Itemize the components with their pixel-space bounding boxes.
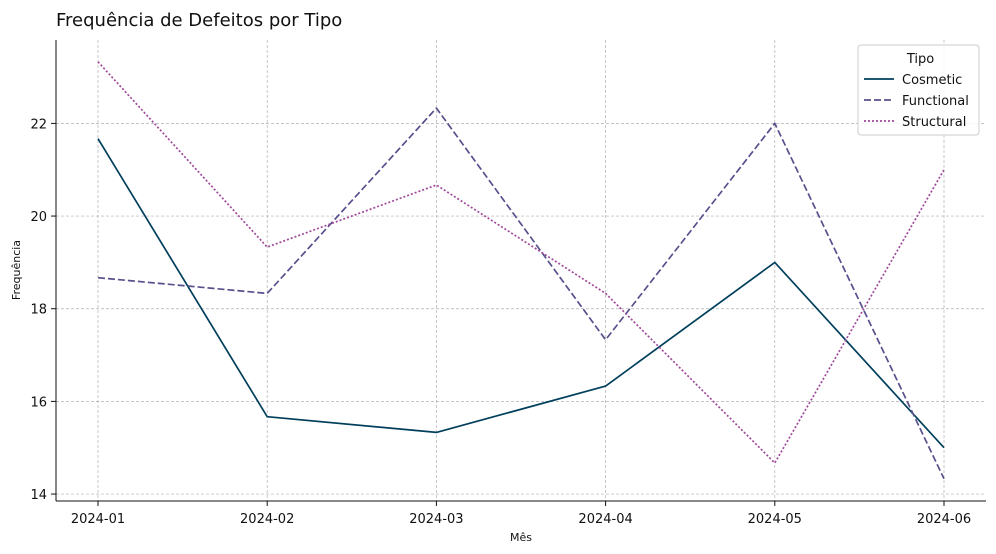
series-line-structural: [97, 61, 945, 464]
legend-label-cosmetic: Cosmetic: [902, 73, 962, 88]
y-tick-label: 16: [30, 395, 47, 410]
x-tick-label: 2024-05: [748, 512, 802, 527]
legend-title: Tipo: [906, 52, 934, 67]
chart-title: Frequência de Defeitos por Tipo: [56, 10, 342, 31]
x-tick-label: 2024-01: [71, 512, 125, 527]
y-tick-label: 18: [30, 303, 47, 318]
axes: 2024-01 2024-02 2024-03 2024-04 2024-05 2024-…: [30, 40, 986, 527]
y-tick-label: 20: [30, 210, 47, 225]
x-tick-label: 2024-03: [409, 512, 463, 527]
legend: Tipo Cosmetic Functional Structural: [857, 44, 980, 136]
series-line-cosmetic: [97, 138, 945, 449]
series-lines: [97, 61, 945, 480]
series-line-functional: [97, 107, 945, 480]
x-tick-label: 2024-04: [578, 512, 632, 527]
y-axis-label: Frequência: [10, 240, 23, 300]
y-tick-label: 14: [30, 488, 47, 503]
legend-label-structural: Structural: [902, 115, 966, 130]
grid: [56, 40, 986, 501]
x-tick-label: 2024-02: [240, 512, 294, 527]
legend-box: [857, 44, 980, 136]
x-tick-label: 2024-06: [917, 512, 971, 527]
x-axis-label: Mês: [510, 531, 532, 544]
legend-label-functional: Functional: [902, 94, 969, 109]
y-tick-label: 22: [30, 117, 47, 132]
